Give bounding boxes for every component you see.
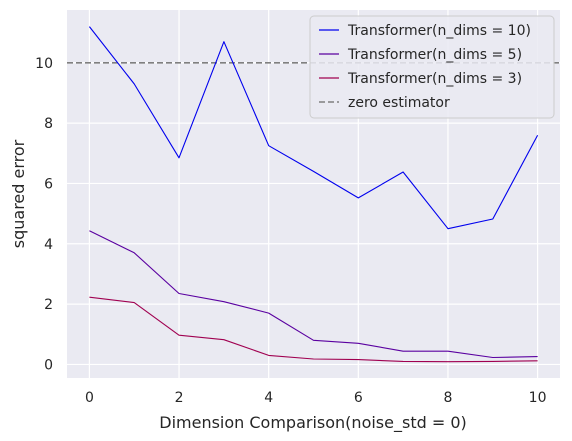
legend-label: zero estimator [348, 95, 450, 111]
legend-box [309, 15, 555, 119]
series-line-1 [89, 230, 538, 359]
y-tick-label: 2 [44, 297, 53, 313]
series-lines [88, 26, 539, 363]
x-tick-label: 8 [443, 390, 452, 406]
x-tick-label: 0 [85, 390, 94, 406]
x-tick-label: 4 [264, 390, 273, 406]
y-tick-label: 10 [35, 56, 53, 72]
legend-label: Transformer(n_dims = 5) [347, 47, 522, 63]
x-tick-label: 6 [354, 390, 363, 406]
y-tick-labels: 0 2 4 6 8 10 [35, 56, 53, 374]
y-tick-label: 0 [44, 357, 53, 373]
y-axis-label: squared error [9, 139, 28, 248]
legend: Transformer(n_dims = 10) Transformer(n_di… [309, 15, 555, 119]
y-tick-label: 4 [44, 237, 53, 253]
y-tick-label: 6 [44, 176, 53, 192]
y-tick-label: 8 [44, 116, 53, 132]
legend-label: Transformer(n_dims = 3) [347, 71, 522, 87]
x-tick-label: 10 [529, 390, 547, 406]
x-axis-label: Dimension Comparison(noise_std = 0) [159, 413, 467, 433]
grid-lines [67, 10, 560, 378]
x-tick-labels: 0 2 4 6 8 10 [85, 390, 547, 406]
x-tick-label: 2 [175, 390, 184, 406]
series-line-2 [89, 296, 538, 363]
series-line-0 [88, 26, 539, 230]
legend-label: Transformer(n_dims = 10) [347, 23, 531, 39]
